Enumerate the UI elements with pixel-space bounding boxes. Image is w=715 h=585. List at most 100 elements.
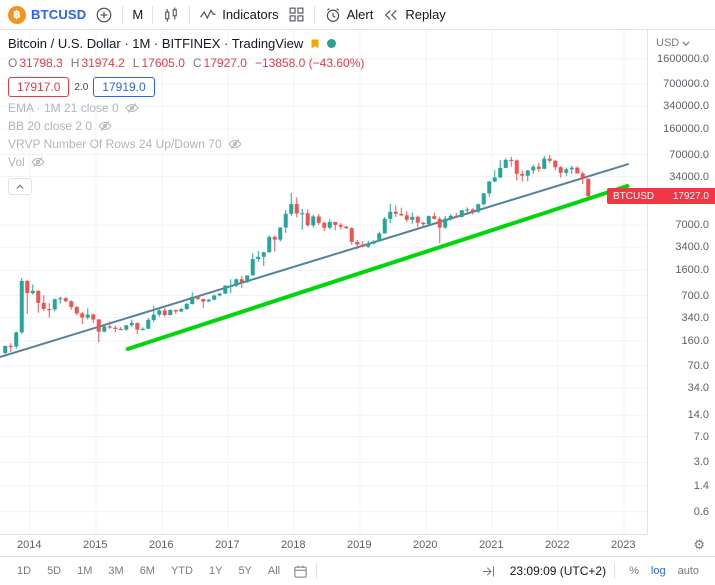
jump-to-realtime-icon[interactable] xyxy=(481,564,496,579)
toolbar-separator xyxy=(313,5,315,24)
eye-off-icon[interactable] xyxy=(98,119,112,133)
chart-style-candles-icon[interactable] xyxy=(162,6,180,24)
range-button-1y[interactable]: 1Y xyxy=(208,565,223,577)
compare-add-icon[interactable] xyxy=(95,6,113,24)
toolbar-separator xyxy=(152,5,154,24)
price-tick-label: 1600000.0 xyxy=(657,52,709,65)
price-tick-label: 700000.0 xyxy=(663,78,709,90)
replay-icon xyxy=(382,6,400,24)
replay-label: Replay xyxy=(405,7,446,22)
price-tick-label: 34000.0 xyxy=(669,170,709,183)
symbol-name: BTCUSD xyxy=(31,7,87,22)
price-chart[interactable] xyxy=(0,29,648,534)
eye-off-icon[interactable] xyxy=(125,101,139,115)
price-tick-label: 3.0 xyxy=(693,456,709,469)
indicator-label: Vol xyxy=(8,155,25,169)
close-value: 17927.0 xyxy=(203,56,247,70)
flag-icon[interactable] xyxy=(309,38,321,50)
indicator-label: EMA · 1M 21 close 0 xyxy=(8,101,119,115)
range-button-1m[interactable]: 1M xyxy=(77,565,93,577)
bottom-toolbar: 1D 5D 1M 3M 6M YTD 1Y 5Y All 23:09:09 (UTC+2) % … xyxy=(0,556,715,585)
interval-button[interactable]: M xyxy=(132,7,144,22)
symbol-search-button[interactable]: ฿ BTCUSD xyxy=(8,5,87,24)
currency-label: USD xyxy=(656,37,680,49)
alert-button[interactable]: Alert xyxy=(324,6,374,24)
go-to-date-calendar-icon[interactable] xyxy=(293,564,308,579)
indicators-icon xyxy=(199,6,217,24)
high-label: H xyxy=(70,56,80,70)
price-scale-settings-gear-icon[interactable]: ⚙ xyxy=(693,538,705,553)
year-tick-label: 2021 xyxy=(479,539,504,551)
price-tick-label: 0.6 xyxy=(693,505,709,518)
year-tick-label: 2016 xyxy=(149,539,174,551)
price-tick-label: 7.0 xyxy=(693,430,709,443)
year-tick-label: 2015 xyxy=(83,539,108,551)
auto-scale-button[interactable]: auto xyxy=(677,565,699,577)
price-tick-label: 340.0 xyxy=(681,311,709,324)
top-toolbar: ฿ BTCUSD M Indicators Alert xyxy=(0,0,715,30)
price-tick-label: 160000.0 xyxy=(663,123,709,136)
indicator-label: VRVP Number Of Rows 24 Up/Down 70 xyxy=(8,137,222,151)
price-tick-label: 3400.0 xyxy=(675,241,709,254)
indicator-templates-icon[interactable] xyxy=(288,6,305,23)
alert-label: Alert xyxy=(346,7,374,22)
range-button-3m[interactable]: 3M xyxy=(108,565,124,577)
open-label: O xyxy=(8,56,18,70)
replay-button[interactable]: Replay xyxy=(382,6,446,24)
range-button-6m[interactable]: 6M xyxy=(139,565,155,577)
legend-title-row[interactable]: Bitcoin / U.S. Dollar · 1M · BITFINEX · … xyxy=(8,36,364,51)
buy-price-button[interactable]: 17919.0 xyxy=(93,77,155,97)
price-tick-label: 700.0 xyxy=(681,289,709,302)
indicator-legend: EMA · 1M 21 close 0 BB 20 close 2 0 VRVP N… xyxy=(8,101,364,169)
eye-off-icon[interactable] xyxy=(228,137,242,151)
time-axis[interactable]: 2014 2015 2016 2017 2018 2019 2020 2021 2022 2023 xyxy=(0,534,648,557)
change-value: −13858.0 (−43.60%) xyxy=(254,56,365,70)
price-tick-label: 7000.0 xyxy=(675,219,709,231)
percent-scale-button[interactable]: % xyxy=(629,565,639,577)
clock[interactable]: 23:09:09 (UTC+2) xyxy=(509,564,607,578)
toolbar-separator xyxy=(189,5,191,24)
eye-off-icon[interactable] xyxy=(31,155,45,169)
indicator-label: BB 20 close 2 0 xyxy=(8,119,93,133)
currency-dropdown[interactable]: USD xyxy=(656,37,690,49)
sell-price-button[interactable]: 17917.0 xyxy=(8,77,70,97)
year-tick-label: 2014 xyxy=(17,539,42,551)
indicator-row[interactable]: EMA · 1M 21 close 0 xyxy=(8,101,364,115)
spread-value: 2.0 xyxy=(74,81,89,93)
bottombar-separator xyxy=(316,563,318,579)
indicator-row[interactable]: VRVP Number Of Rows 24 Up/Down 70 xyxy=(8,137,364,151)
price-tick-label: 34.0 xyxy=(687,382,709,395)
low-label: L xyxy=(132,56,140,70)
range-buttons: 1D 5D 1M 3M 6M YTD 1Y 5Y All xyxy=(10,562,287,580)
price-tick-label: 340000.0 xyxy=(663,100,709,113)
year-tick-label: 2023 xyxy=(611,539,636,551)
ohlc-row: O 31798.3 H 31974.2 L 17605.0 C 17927.0 −138… xyxy=(8,56,364,70)
high-value: 31974.2 xyxy=(81,56,125,70)
indicators-label: Indicators xyxy=(222,7,279,22)
indicator-row[interactable]: Vol xyxy=(8,155,364,169)
range-button-all[interactable]: All xyxy=(267,565,281,577)
indicator-row[interactable]: BB 20 close 2 0 xyxy=(8,119,364,133)
price-axis[interactable]: USD ⚙ 1600000.0 700000.0 340000.0 160000.0 7… xyxy=(647,29,715,556)
close-label: C xyxy=(192,56,202,70)
indicators-button[interactable]: Indicators xyxy=(199,6,279,24)
badge-symbol: BTCUSD xyxy=(613,190,655,202)
price-tick-label: 1600.0 xyxy=(675,264,709,277)
year-tick-label: 2020 xyxy=(413,539,438,551)
open-value: 31798.3 xyxy=(19,56,63,70)
range-button-1d[interactable]: 1D xyxy=(17,565,32,577)
range-button-5y[interactable]: 5Y xyxy=(238,565,252,577)
legend-collapse-button[interactable] xyxy=(8,178,32,195)
price-tick-label: 1.4 xyxy=(693,479,709,492)
alert-clock-icon xyxy=(324,6,342,24)
chevron-down-icon xyxy=(682,40,690,46)
connection-status-icon xyxy=(327,39,337,48)
year-tick-label: 2018 xyxy=(281,539,306,551)
last-price-badge: BTCUSD 17927.0 xyxy=(607,188,715,205)
range-button-ytd[interactable]: YTD xyxy=(170,565,193,577)
toolbar-separator xyxy=(122,5,124,24)
year-tick-label: 2017 xyxy=(215,539,240,551)
log-scale-button[interactable]: log xyxy=(650,565,666,577)
range-button-5d[interactable]: 5D xyxy=(47,565,62,577)
